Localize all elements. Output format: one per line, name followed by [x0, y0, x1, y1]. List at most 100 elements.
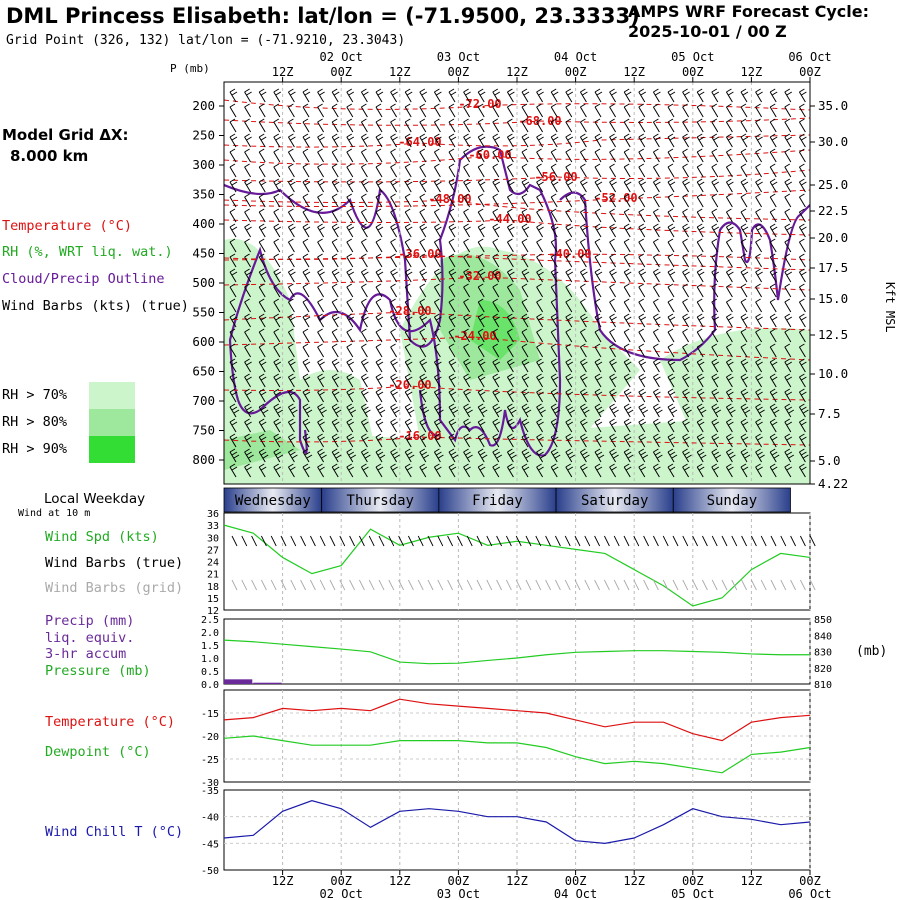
wind-barb-flag	[463, 373, 469, 378]
temp-contour-line	[224, 199, 810, 221]
wind-barb	[331, 226, 339, 238]
wind-barb-flag	[742, 136, 749, 141]
wind-barb	[769, 91, 777, 103]
rh-80-label: RH > 80%	[2, 414, 68, 430]
wind-barb-flag	[640, 271, 647, 276]
wind-barb-flag	[317, 313, 323, 318]
wind-barb-flag	[667, 253, 674, 258]
wind-barb-flag	[346, 433, 353, 438]
wind-barb	[711, 211, 719, 223]
wind-barb-flag	[757, 391, 763, 396]
wind-barb-flag	[333, 136, 340, 141]
wind-barb-flag	[713, 376, 720, 381]
surface-wind-barb	[799, 535, 806, 547]
wind-barb-flag	[258, 463, 265, 468]
wind-barb	[798, 256, 806, 268]
wind-barb-flag	[346, 238, 353, 243]
wind-barb-flag	[392, 136, 398, 141]
wind-barb-flag	[375, 283, 382, 288]
wind-barb	[463, 346, 471, 358]
wind-barb-flag	[419, 373, 426, 378]
wind-barb-flag	[392, 421, 398, 426]
wind-barb	[302, 301, 310, 313]
wind-barb-flag	[623, 163, 630, 168]
wind-barb	[536, 226, 544, 238]
wind-barb	[784, 166, 792, 178]
wind-barb-flag	[229, 238, 236, 243]
wind-barb	[433, 301, 441, 313]
wind-barb	[287, 391, 295, 403]
wind-barb	[331, 271, 339, 283]
wind-barb-flag	[331, 433, 338, 438]
wind-barb-flag	[769, 343, 776, 348]
wind-barb-flag	[565, 148, 572, 153]
wind-barb-flag	[742, 316, 749, 321]
wind-barb-flag	[361, 448, 367, 453]
wind-barb	[477, 136, 485, 148]
wind-barb-flag	[521, 463, 528, 468]
wind-barb	[725, 226, 733, 238]
surface-wind-barb	[417, 535, 424, 547]
wind-barb-flag	[799, 418, 805, 423]
wind-barb	[682, 316, 690, 328]
wind-barb-flag	[653, 358, 659, 363]
wind-barb	[784, 331, 792, 343]
wind-barb	[682, 121, 690, 133]
wind-barb-flag	[375, 343, 382, 348]
wind-barb	[638, 466, 646, 478]
wind-barb	[740, 166, 748, 178]
wind-barb	[565, 166, 573, 178]
wind-barb	[682, 256, 690, 268]
wind-barb	[302, 196, 310, 208]
legend-temperature: Temperature (°C)	[2, 218, 133, 234]
wind-barb-flag	[509, 406, 515, 411]
wind-barb-flag	[771, 421, 778, 426]
wind-barb-flag	[361, 253, 367, 258]
wind-barb-flag	[755, 283, 761, 288]
wind-barb-flag	[521, 358, 528, 363]
wind-barb-flag	[521, 268, 528, 273]
surface-wind-barb	[652, 535, 659, 547]
wind-barb	[346, 166, 354, 178]
wind-barb	[390, 256, 398, 268]
wind-barb	[565, 301, 573, 313]
wind-barb-flag	[448, 178, 455, 183]
wind-barb-flag	[596, 466, 603, 471]
wind-barb-flag	[711, 193, 718, 198]
wind-barb-flag	[273, 118, 280, 123]
wind-barb-flag	[580, 448, 586, 453]
wind-barb	[652, 346, 660, 358]
wind-barb	[302, 316, 310, 328]
wind-barb-flag	[229, 193, 236, 198]
wind-barb	[302, 226, 310, 238]
wind-barb-flag	[653, 253, 659, 258]
wind-barb-flag	[596, 421, 603, 426]
wind-barb	[711, 136, 719, 148]
wind-barb-flag	[507, 313, 513, 318]
wind-barb	[419, 376, 427, 388]
wind-barb	[287, 91, 295, 103]
wind-barb-flag	[375, 193, 382, 198]
surface-wind-barb	[486, 535, 493, 547]
wind-barb-flag	[594, 163, 601, 168]
wind-barb	[550, 166, 558, 178]
wind-barb-flag	[711, 118, 718, 123]
wind-barb-flag	[463, 448, 469, 453]
wind-barb-flag	[801, 361, 807, 366]
wind-barb-flag	[523, 91, 530, 96]
wind-barb-flag	[536, 223, 542, 228]
p-tick-label: 700	[192, 393, 215, 408]
wind-barb	[798, 316, 806, 328]
y-tick-label: 0.5	[201, 667, 219, 678]
wind-barb	[623, 406, 631, 418]
wind-barb	[433, 241, 441, 253]
bottom-tick-label: 12Z	[741, 874, 763, 888]
wind-barb	[784, 256, 792, 268]
wind-barb-flag	[290, 361, 296, 366]
wind-barb-flag	[434, 463, 440, 468]
wind-barb-flag	[452, 454, 459, 459]
wind-barb-flag	[390, 103, 396, 108]
wind-barb-flag	[623, 283, 630, 288]
wind-barb-flag	[231, 376, 238, 381]
wind-barb-flag	[536, 373, 542, 378]
